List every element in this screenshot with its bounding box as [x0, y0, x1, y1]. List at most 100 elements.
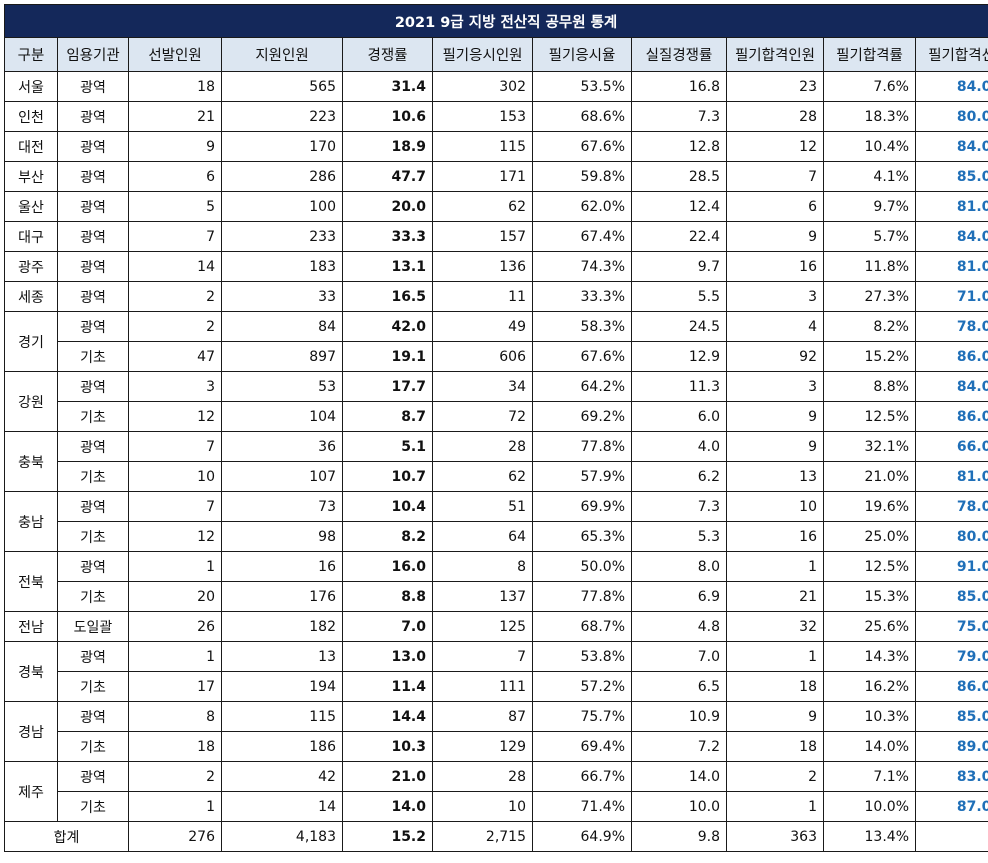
exam-rate-cell: 77.8% [532, 581, 632, 612]
exam-takers-cell: 606 [432, 341, 533, 372]
competition-cell: 14.0 [342, 791, 433, 822]
applicants-cell: 84 [221, 311, 343, 342]
cutoff-cell: 84.00 [914, 131, 988, 162]
column-header: 필기응시율 [532, 37, 632, 72]
real-competition-cell: 6.0 [631, 401, 727, 432]
pass-rate-cell: 27.3% [823, 281, 916, 312]
applicants-cell: 107 [221, 461, 343, 492]
competition-cell: 42.0 [342, 311, 433, 342]
region-cell: 부산 [4, 161, 58, 192]
passers-cell: 1 [726, 551, 824, 582]
passers-cell: 7 [726, 161, 824, 192]
column-header: 필기응시인원 [432, 37, 533, 72]
applicants-cell: 36 [221, 431, 343, 462]
passers-cell: 18 [726, 671, 824, 702]
exam-rate-cell: 62.0% [532, 191, 632, 222]
cutoff-cell: 86.00 [914, 671, 988, 702]
exam-rate-cell: 69.4% [532, 731, 632, 762]
total-row: 합계 276 4,183 15.2 2,715 64.9% 9.8 363 13.4% [4, 821, 988, 852]
cutoff-cell: 86.00 [914, 401, 988, 432]
selected-cell: 7 [128, 491, 222, 522]
passers-cell: 10 [726, 491, 824, 522]
exam-takers-cell: 62 [432, 191, 533, 222]
cutoff-cell: 81.00 [914, 461, 988, 492]
agency-cell: 광역 [57, 281, 129, 312]
applicants-cell: 100 [221, 191, 343, 222]
region-cell: 인천 [4, 101, 58, 132]
agency-cell: 광역 [57, 371, 129, 402]
exam-rate-cell: 58.3% [532, 311, 632, 342]
exam-takers-cell: 111 [432, 671, 533, 702]
competition-cell: 33.3 [342, 221, 433, 252]
cutoff-cell: 75.00 [914, 611, 988, 642]
passers-cell: 28 [726, 101, 824, 132]
agency-cell: 광역 [57, 101, 129, 132]
competition-cell: 8.2 [342, 521, 433, 552]
competition-cell: 16.5 [342, 281, 433, 312]
passers-cell: 23 [726, 71, 824, 102]
passers-cell: 9 [726, 221, 824, 252]
exam-rate-cell: 59.8% [532, 161, 632, 192]
real-competition-cell: 12.4 [631, 191, 727, 222]
passers-cell: 92 [726, 341, 824, 372]
region-cell: 제주 [4, 761, 58, 822]
passers-cell: 13 [726, 461, 824, 492]
pass-rate-cell: 25.0% [823, 521, 916, 552]
real-competition-cell: 10.9 [631, 701, 727, 732]
exam-takers-cell: 302 [432, 71, 533, 102]
selected-cell: 21 [128, 101, 222, 132]
exam-takers-cell: 87 [432, 701, 533, 732]
selected-cell: 17 [128, 671, 222, 702]
real-competition-cell: 24.5 [631, 311, 727, 342]
cutoff-cell: 91.00 [914, 551, 988, 582]
applicants-cell: 182 [221, 611, 343, 642]
applicants-cell: 98 [221, 521, 343, 552]
exam-rate-cell: 68.6% [532, 101, 632, 132]
total-real-competition-cell: 9.8 [631, 821, 727, 852]
real-competition-cell: 11.3 [631, 371, 727, 402]
real-competition-cell: 6.5 [631, 671, 727, 702]
total-exam-takers-cell: 2,715 [432, 821, 533, 852]
selected-cell: 8 [128, 701, 222, 732]
selected-cell: 14 [128, 251, 222, 282]
exam-rate-cell: 69.9% [532, 491, 632, 522]
real-competition-cell: 12.8 [631, 131, 727, 162]
pass-rate-cell: 15.3% [823, 581, 916, 612]
exam-takers-cell: 153 [432, 101, 533, 132]
competition-cell: 10.3 [342, 731, 433, 762]
agency-cell: 광역 [57, 491, 129, 522]
passers-cell: 12 [726, 131, 824, 162]
pass-rate-cell: 8.2% [823, 311, 916, 342]
agency-cell: 기초 [57, 581, 129, 612]
region-cell: 전북 [4, 551, 58, 612]
region-cell: 충남 [4, 491, 58, 552]
column-header: 실질경쟁률 [631, 37, 727, 72]
agency-cell: 기초 [57, 791, 129, 822]
column-header: 필기합격인원 [726, 37, 824, 72]
applicants-cell: 13 [221, 641, 343, 672]
pass-rate-cell: 25.6% [823, 611, 916, 642]
passers-cell: 21 [726, 581, 824, 612]
cutoff-cell: 79.00 [914, 641, 988, 672]
column-header: 구분 [4, 37, 58, 72]
exam-rate-cell: 68.7% [532, 611, 632, 642]
selected-cell: 3 [128, 371, 222, 402]
competition-cell: 21.0 [342, 761, 433, 792]
agency-cell: 기초 [57, 671, 129, 702]
exam-rate-cell: 74.3% [532, 251, 632, 282]
cutoff-cell: 66.00 [914, 431, 988, 462]
exam-takers-cell: 8 [432, 551, 533, 582]
agency-cell: 광역 [57, 641, 129, 672]
competition-cell: 20.0 [342, 191, 433, 222]
table-body: 서울광역1856531.430253.5%16.8237.6%84.00인천광역… [4, 71, 988, 852]
